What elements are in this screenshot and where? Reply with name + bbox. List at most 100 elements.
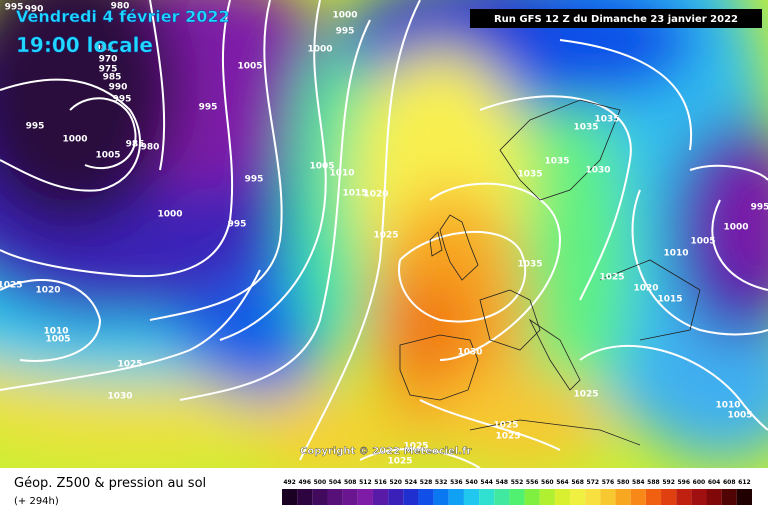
legend-label: 576 — [602, 479, 615, 486]
isobar-label: 1005 — [95, 151, 120, 161]
legend-label: 508 — [344, 479, 357, 486]
geopotential-field: 995 990 9809859709759859909951000995100010… — [0, 0, 768, 468]
legend-label: 512 — [359, 479, 372, 486]
legend-swatch — [463, 489, 480, 505]
isobar-label: 1025 — [599, 273, 624, 283]
isobar-label: 1025 — [373, 231, 398, 241]
legend-swatch — [585, 489, 601, 505]
legend-label: 504 — [329, 479, 342, 486]
isobar-label: 970 — [99, 55, 118, 65]
isobar-label: 1020 — [363, 190, 388, 200]
local-time: 19:00 locale — [16, 33, 153, 57]
isobar-label: 1025 — [117, 360, 142, 370]
legend-label: 552 — [511, 479, 524, 486]
isobar-label: 985 — [95, 44, 114, 54]
isobar-label: 995 — [5, 3, 24, 13]
legend-swatch — [448, 489, 464, 505]
isobar-label: 995 — [228, 220, 247, 230]
isobar-label: 1035 — [573, 123, 598, 133]
copyright: Copyright © 2022 Meteociel.fr — [300, 446, 471, 457]
legend-label: 492 — [283, 479, 296, 486]
isobar-label: 1005 — [45, 335, 70, 345]
legend-swatch — [554, 489, 571, 505]
legend-label: 556 — [526, 479, 539, 486]
isobar-label: 995 — [113, 95, 132, 105]
legend-swatch — [721, 489, 737, 505]
isobar-label: 1010 — [43, 327, 68, 337]
isobar-label: 975 — [99, 65, 118, 75]
isobar-label: 1025 — [403, 442, 428, 452]
legend-label: 584 — [632, 479, 645, 486]
legend-swatch — [494, 489, 510, 505]
isobar-label: 1010 — [715, 401, 740, 411]
isobar-label: 1035 — [517, 260, 542, 270]
legend-label: 528 — [420, 479, 433, 486]
legend-label: 608 — [723, 479, 736, 486]
isobars — [0, 0, 768, 468]
legend-label: 580 — [617, 479, 630, 486]
isobar-label: 1000 — [157, 210, 182, 220]
legend-label: 500 — [314, 479, 327, 486]
legend-label: 612 — [738, 479, 751, 486]
legend-swatch — [388, 489, 404, 505]
isobar-label: 1030 — [585, 166, 610, 176]
valid-date: Vendredi 4 février 2022 — [16, 7, 230, 26]
legend-swatch — [736, 489, 752, 505]
isobar-label: 1025 — [493, 421, 518, 431]
isobar-label: 1005 — [690, 237, 715, 247]
isobar-label: 1005 — [727, 411, 752, 421]
isobar-labels: 995 990 9809859709759859909951000995100010… — [0, 2, 768, 467]
isobar-label: 1010 — [329, 169, 354, 179]
legend-swatch — [327, 489, 343, 505]
isobar-label: 980 — [141, 143, 160, 153]
isobar-label: 995 — [199, 103, 218, 113]
footer-title: Géop. Z500 & pression au sol — [14, 476, 206, 491]
legend-swatch — [297, 489, 313, 505]
isobar-label: 1000 — [307, 45, 332, 55]
legend-swatch — [539, 489, 555, 505]
legend-swatch — [676, 489, 692, 505]
isobar-label: 985 — [103, 73, 122, 83]
isobar-label: 1035 — [544, 157, 569, 167]
isobar-label: 1020 — [35, 286, 60, 296]
legend-swatch — [706, 489, 722, 505]
isobar-label: 1020 — [633, 284, 658, 294]
isobar-label: 990 — [25, 5, 44, 15]
isobar-label: 1015 — [342, 189, 367, 199]
isobar-label: 990 — [109, 83, 128, 93]
legend-swatch — [524, 489, 540, 505]
legend-swatch — [645, 489, 662, 505]
legend-label: 536 — [450, 479, 463, 486]
legend-label: 560 — [541, 479, 554, 486]
color-legend: 492 496 500 504 508 512 516 520 524 528 532 536 540 5… — [282, 479, 752, 505]
legend-label: 524 — [405, 479, 418, 486]
legend-swatch — [630, 489, 646, 505]
legend-label: 600 — [693, 479, 706, 486]
legend-swatch — [357, 489, 373, 505]
legend-swatch — [479, 489, 495, 505]
isobar-label: 995 — [26, 122, 45, 132]
isobar-label: 1010 — [663, 249, 688, 259]
isobar-label: 1030 — [107, 392, 132, 402]
isobar-label: 1025 — [573, 390, 598, 400]
isobar-label: 1000 — [332, 11, 357, 21]
isobar-label: 1035 — [594, 115, 619, 125]
isobar-label: 1000 — [723, 223, 748, 233]
legend-swatch — [372, 489, 389, 505]
isobar-label: 1000 — [62, 135, 87, 145]
isobar-label: 1030 — [457, 348, 482, 358]
isobar-label: 1025 — [387, 457, 412, 467]
legend-label: 532 — [435, 479, 448, 486]
legend-swatch — [570, 489, 586, 505]
legend-swatch — [282, 489, 298, 505]
legend-label: 520 — [389, 479, 402, 486]
isobar-label: 995 — [751, 203, 768, 213]
legend-label: 604 — [708, 479, 721, 486]
lead-time: (+ 294h) — [14, 496, 59, 507]
isobar-label: 1005 — [309, 162, 334, 172]
coastlines — [399, 99, 701, 446]
isobar-label: 995 — [336, 27, 355, 37]
legend-swatch — [600, 489, 616, 505]
